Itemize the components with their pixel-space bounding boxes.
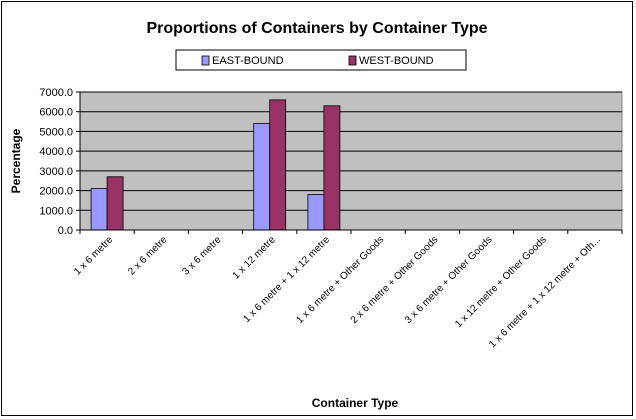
y-tick-label: 0.0 bbox=[58, 225, 73, 237]
x-tick-label: 3 x 6 metre + Other Goods bbox=[403, 234, 495, 326]
x-tick-label: 3 x 6 metre bbox=[180, 234, 223, 277]
y-tick-label: 7000.0 bbox=[39, 87, 73, 99]
bar-west-bound-4 bbox=[323, 105, 341, 231]
y-tick-label: 2000.0 bbox=[39, 186, 73, 198]
bar-west-bound-3 bbox=[269, 99, 287, 231]
bar-east-bound-4 bbox=[307, 194, 325, 231]
bar-east-bound-0 bbox=[90, 188, 108, 231]
y-tick-label: 3000.0 bbox=[39, 166, 73, 178]
legend-label-east-bound: EAST-BOUND bbox=[212, 55, 284, 67]
legend: EAST-BOUND WEST-BOUND bbox=[175, 49, 467, 71]
legend-swatch-west-bound bbox=[348, 55, 357, 66]
x-tick-label: 1 x 6 metre bbox=[72, 234, 115, 277]
y-axis-label: Percentage bbox=[9, 128, 23, 193]
x-tick-label: 2 x 6 metre + Other Goods bbox=[349, 234, 441, 326]
x-axis-tick-labels: 1 x 6 metre 2 x 6 metre 3 x 6 metre 1 x 12 … bbox=[72, 230, 623, 350]
legend-label-west-bound: WEST-BOUND bbox=[359, 55, 434, 67]
y-tick-label: 6000.0 bbox=[39, 107, 73, 119]
x-axis-label: Container Type bbox=[312, 396, 399, 410]
y-tick-label: 5000.0 bbox=[39, 126, 73, 138]
y-tick-label: 4000.0 bbox=[39, 146, 73, 158]
y-tick-label: 1000.0 bbox=[39, 205, 73, 217]
bars bbox=[90, 99, 341, 231]
bar-west-bound-0 bbox=[106, 176, 124, 231]
legend-swatch-east-bound bbox=[201, 55, 210, 66]
gridlines bbox=[80, 91, 622, 211]
y-axis-tick-labels: 0.0 1000.0 2000.0 3000.0 4000.0 5000.0 6000.0 7… bbox=[39, 87, 80, 237]
x-tick-label: 1 x 6 metre + 1 x 12 metre bbox=[242, 234, 333, 325]
x-tick-label: 1 x 6 metre + 1 x 12 metre + Oth... bbox=[487, 234, 603, 350]
bar-east-bound-3 bbox=[253, 123, 271, 231]
x-tick-label: 1 x 12 metre bbox=[231, 234, 278, 281]
x-tick-label: 2 x 6 metre bbox=[126, 234, 169, 277]
x-tick-label: 1 x 12 metre + Other Goods bbox=[453, 234, 549, 330]
legend-box bbox=[175, 49, 467, 71]
x-tick-label: 1 x 6 metre + Other Goods bbox=[295, 234, 387, 326]
chart-title: Proportions of Containers by Container T… bbox=[146, 20, 487, 37]
plot-area bbox=[79, 91, 623, 231]
